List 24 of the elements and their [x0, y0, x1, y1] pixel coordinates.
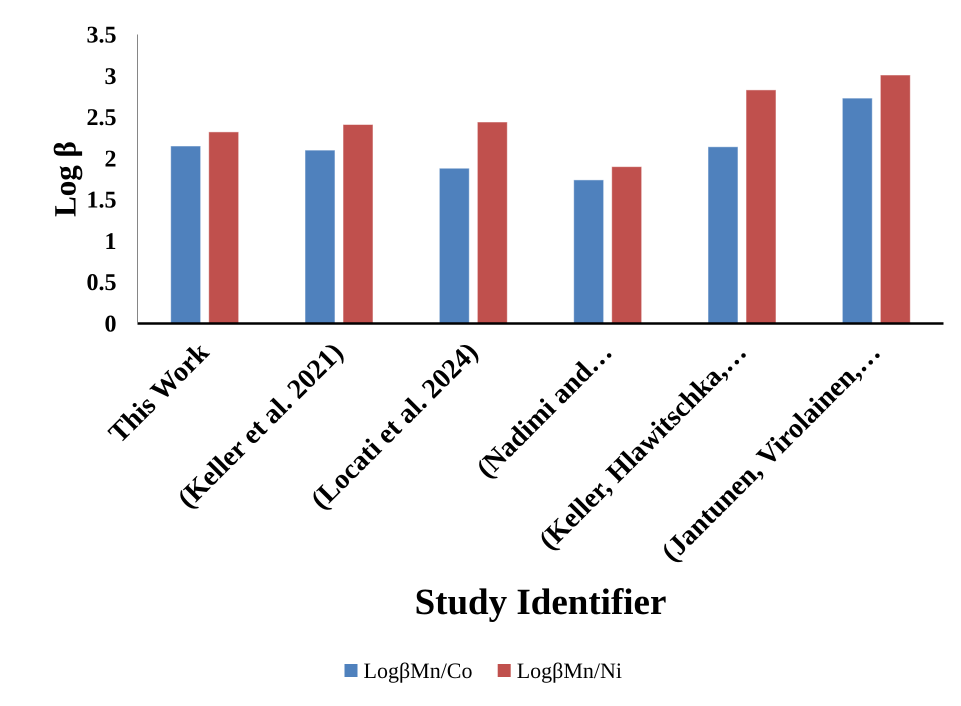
- y-tick-label: 2.5: [86, 105, 116, 132]
- bar: [438, 168, 470, 324]
- bar: [208, 131, 240, 324]
- bar: [304, 150, 336, 324]
- y-tick-label: 3: [104, 64, 116, 90]
- bar: [573, 179, 604, 324]
- legend-label: LogβMn/Co: [364, 658, 472, 683]
- bar: [708, 146, 738, 324]
- y-tick-label: 0.5: [86, 270, 116, 296]
- bar: [170, 145, 202, 324]
- bar: [476, 122, 508, 324]
- legend-label: LogβMn/Ni: [516, 658, 622, 683]
- bar: [842, 98, 873, 324]
- bar: [342, 124, 374, 324]
- y-tick-label: 1.5: [86, 188, 116, 214]
- bar: [611, 166, 642, 324]
- x-axis-title: Study Identifier: [414, 582, 666, 623]
- bar: [880, 74, 911, 324]
- y-tick-label: 1: [104, 228, 116, 255]
- y-tick-label: 2: [104, 146, 116, 172]
- y-axis-title: Log β: [48, 141, 82, 217]
- y-tick-label: 0: [104, 312, 116, 338]
- bar: [746, 89, 776, 324]
- y-tick-label: 3.5: [86, 22, 116, 48]
